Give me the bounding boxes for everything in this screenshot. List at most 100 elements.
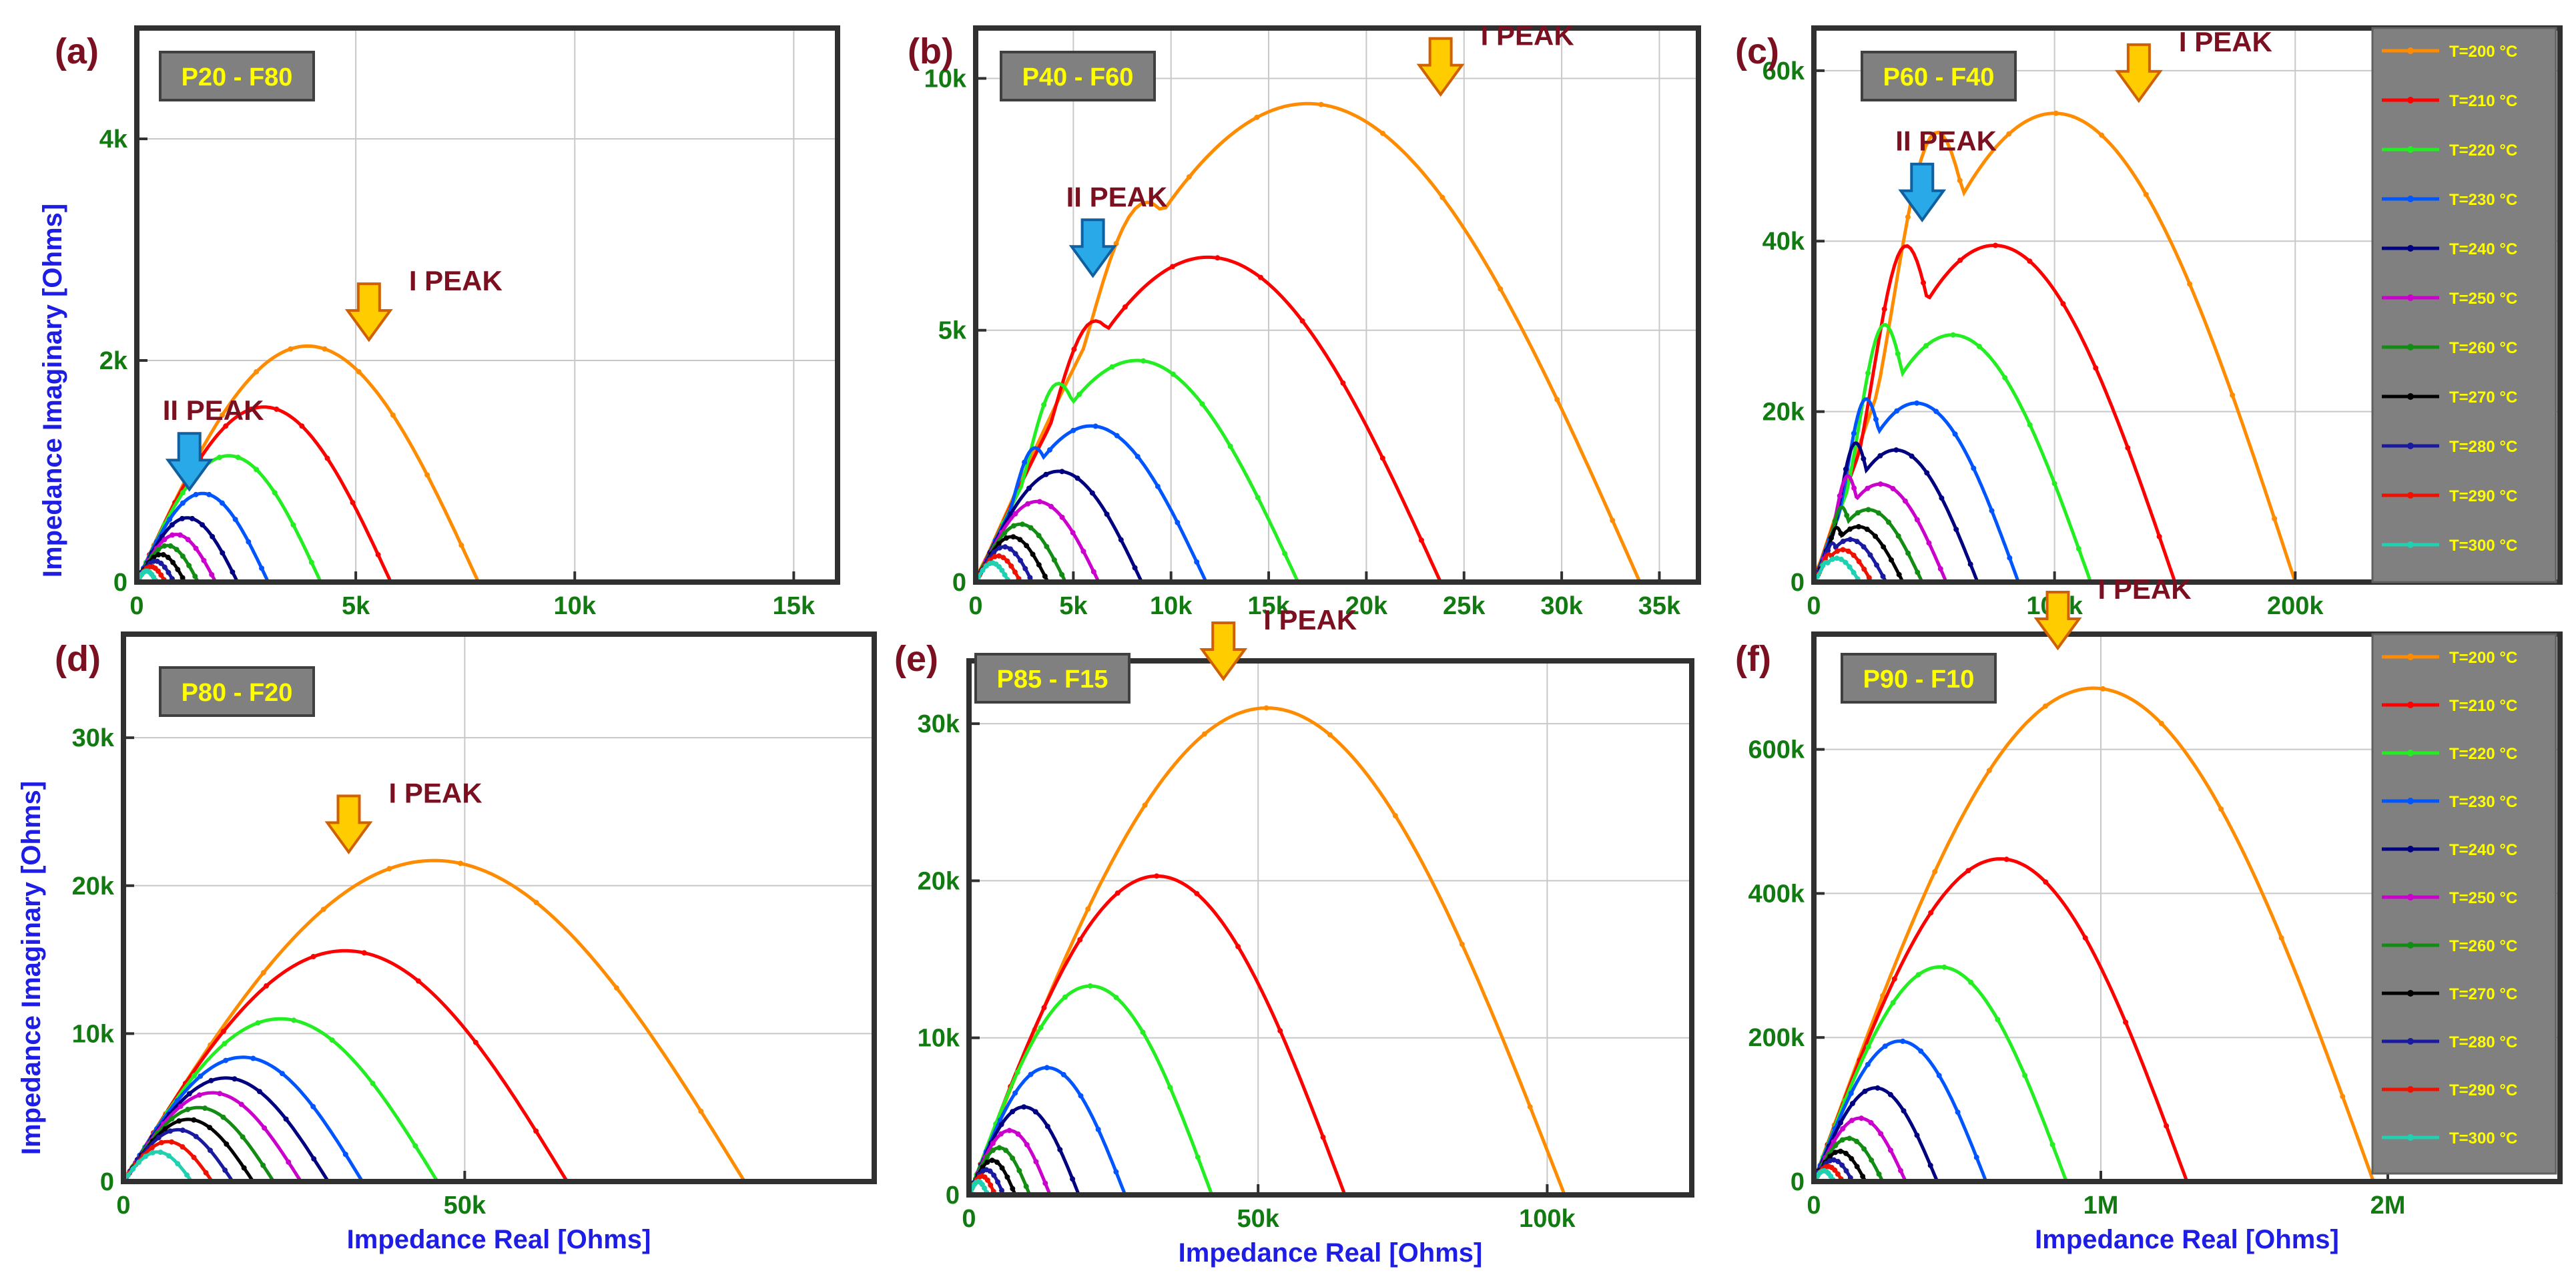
data-point bbox=[424, 472, 430, 478]
peak-arrow-icon bbox=[2033, 590, 2082, 651]
data-point bbox=[308, 559, 314, 565]
data-point bbox=[185, 537, 191, 543]
data-point bbox=[1175, 519, 1181, 525]
sample-tag: P85 - F15 bbox=[997, 666, 1108, 694]
data-point bbox=[996, 541, 1002, 547]
data-point bbox=[2007, 555, 2013, 561]
sample-tag-box bbox=[1000, 51, 1156, 101]
data-point bbox=[1070, 1176, 1076, 1182]
y-tick-label: 30k bbox=[72, 724, 115, 752]
data-point bbox=[533, 900, 539, 906]
data-point bbox=[1002, 530, 1008, 536]
data-point bbox=[1169, 264, 1175, 270]
data-point bbox=[168, 1128, 174, 1134]
data-point bbox=[1894, 408, 1900, 414]
y-tick-label: 20k bbox=[918, 867, 960, 895]
data-point bbox=[1122, 304, 1128, 310]
sample-tag-box bbox=[1841, 653, 1997, 704]
data-point bbox=[1862, 1088, 1868, 1094]
data-point bbox=[1036, 562, 1042, 568]
data-point bbox=[1957, 178, 1963, 184]
data-point bbox=[998, 1121, 1004, 1127]
data-point bbox=[2006, 131, 2012, 137]
data-point bbox=[2053, 110, 2059, 116]
data-point bbox=[1026, 485, 1032, 491]
data-point bbox=[1843, 1150, 1849, 1156]
data-point bbox=[996, 563, 1002, 569]
legend-label: T=220 °C bbox=[2449, 745, 2517, 763]
data-point bbox=[250, 1055, 256, 1061]
data-point bbox=[1866, 575, 1872, 581]
data-point bbox=[320, 907, 326, 913]
x-tick-label: 5k bbox=[1059, 592, 1088, 620]
data-point bbox=[202, 1105, 208, 1111]
data-point bbox=[1201, 731, 1207, 737]
series-line-1 bbox=[1812, 686, 2375, 1182]
data-point bbox=[184, 1172, 190, 1178]
data-point bbox=[169, 1139, 175, 1145]
data-point bbox=[994, 1160, 1000, 1166]
data-point bbox=[458, 542, 464, 548]
data-point bbox=[1132, 565, 1138, 571]
data-point bbox=[1876, 510, 1882, 516]
peak-arrow-icon bbox=[1898, 162, 1947, 223]
x-tick-label: 5k bbox=[342, 592, 370, 620]
sample-tag-box bbox=[974, 653, 1131, 704]
data-point bbox=[1847, 537, 1853, 543]
data-point bbox=[2143, 192, 2149, 198]
data-point bbox=[2164, 1123, 2170, 1129]
data-point bbox=[1955, 1109, 1961, 1115]
peak-label: II PEAK bbox=[1066, 181, 1168, 212]
data-point bbox=[1869, 1158, 1875, 1164]
data-point bbox=[1881, 544, 1887, 550]
data-point bbox=[1971, 465, 1977, 471]
data-point bbox=[192, 573, 198, 579]
x-tick-label: 0 bbox=[129, 592, 143, 620]
data-point bbox=[1868, 1119, 1874, 1125]
data-point bbox=[1854, 1164, 1860, 1170]
data-point bbox=[1042, 573, 1048, 579]
data-point bbox=[166, 1153, 172, 1159]
data-point bbox=[1015, 1131, 1021, 1137]
data-point bbox=[177, 532, 183, 538]
data-point bbox=[1887, 1147, 1893, 1153]
data-point bbox=[698, 1108, 704, 1114]
data-point bbox=[1003, 1147, 1009, 1153]
data-point bbox=[1833, 1143, 1839, 1149]
data-point bbox=[1833, 1149, 1839, 1155]
legend-marker bbox=[2407, 541, 2414, 548]
data-point bbox=[157, 1149, 164, 1155]
data-point bbox=[1839, 1137, 1845, 1143]
data-point bbox=[996, 545, 1002, 551]
y-tick-label: 5k bbox=[938, 317, 967, 345]
data-point bbox=[1062, 994, 1068, 1000]
data-point bbox=[375, 551, 381, 557]
series-line-5 bbox=[1812, 441, 1979, 583]
peak-arrow-icon bbox=[2114, 43, 2163, 103]
data-point bbox=[178, 1103, 184, 1109]
panel-4: 0 50k 0 10k 20k 30k Impedance Real [Ohms] (d) P8… bbox=[55, 631, 877, 1254]
data-point bbox=[1258, 274, 1264, 280]
legend-label: T=220 °C bbox=[2449, 142, 2517, 160]
data-point bbox=[167, 517, 173, 523]
data-point bbox=[1849, 1101, 1855, 1107]
data-point bbox=[217, 1091, 223, 1097]
y-tick-label: 2k bbox=[99, 347, 128, 375]
legend-label: T=260 °C bbox=[2449, 937, 2517, 955]
data-point bbox=[1967, 561, 1973, 567]
data-point bbox=[1874, 562, 1880, 568]
data-point bbox=[980, 567, 986, 573]
data-point bbox=[1024, 543, 1030, 549]
data-point bbox=[1418, 537, 1424, 543]
data-point bbox=[1952, 431, 1958, 437]
data-point bbox=[991, 1172, 997, 1178]
data-point bbox=[1854, 539, 1860, 545]
data-point bbox=[1008, 563, 1014, 569]
sample-tag-box bbox=[1861, 51, 2017, 101]
x-tick-label: 0 bbox=[968, 592, 982, 620]
x-tick-label: 1M bbox=[2083, 1192, 2119, 1220]
sample-tag: P90 - F10 bbox=[1863, 666, 1975, 694]
data-point bbox=[166, 569, 172, 575]
sample-tag-box bbox=[159, 51, 315, 101]
legend-label: T=250 °C bbox=[2449, 889, 2517, 907]
